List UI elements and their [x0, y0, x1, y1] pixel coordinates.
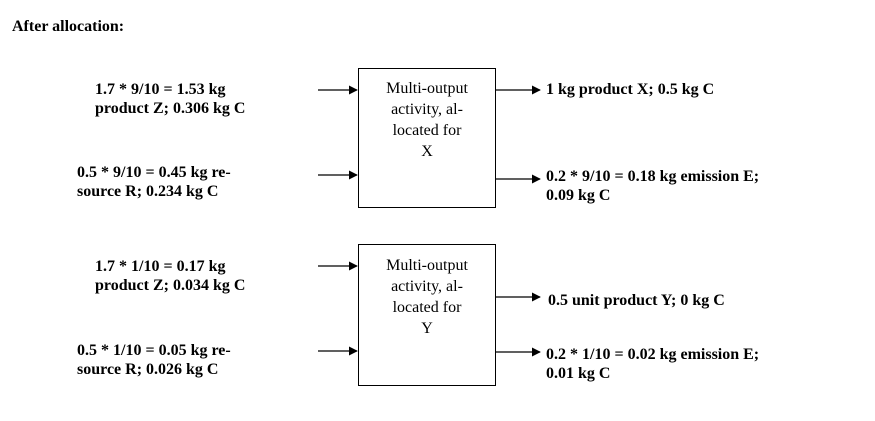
input-line: product Z; 0.306 kg C: [95, 100, 246, 117]
activity-box-y: Multi-output activity, al- located for Y: [358, 244, 496, 386]
output-emission-e-x: 0.2 * 9/10 = 0.18 kg emission E; 0.09 kg…: [546, 167, 759, 205]
output-product-x: 1 kg product X; 0.5 kg C: [546, 80, 714, 99]
input-line: 1.7 * 9/10 = 1.53 kg: [95, 81, 226, 98]
output-line: 0.2 * 9/10 = 0.18 kg emission E;: [546, 168, 760, 185]
input-product-z-y: 1.7 * 1/10 = 0.17 kg product Z; 0.034 kg…: [95, 257, 308, 295]
output-product-y: 0.5 unit product Y; 0 kg C: [548, 291, 725, 310]
input-resource-r-y: 0.5 * 1/10 = 0.05 kg re- source R; 0.026…: [77, 341, 307, 379]
output-line: 0.01 kg C: [546, 365, 611, 382]
box-line: activity, al-: [391, 101, 463, 118]
box-line: Multi-output: [386, 80, 468, 97]
input-line: source R; 0.234 kg C: [77, 183, 219, 200]
input-line: 0.5 * 9/10 = 0.45 kg re-: [77, 164, 231, 181]
input-product-z-x: 1.7 * 9/10 = 1.53 kg product Z; 0.306 kg…: [95, 80, 308, 118]
input-line: product Z; 0.034 kg C: [95, 277, 246, 294]
diagram-heading: After allocation:: [12, 18, 125, 35]
input-line: source R; 0.026 kg C: [77, 361, 219, 378]
output-line: 0.5 unit product Y; 0 kg C: [548, 292, 725, 309]
output-emission-e-y: 0.2 * 1/10 = 0.02 kg emission E; 0.01 kg…: [546, 345, 759, 383]
box-line: X: [421, 143, 433, 160]
input-line: 1.7 * 1/10 = 0.17 kg: [95, 258, 226, 275]
output-line: 0.09 kg C: [546, 187, 611, 204]
output-line: 1 kg product X; 0.5 kg C: [546, 81, 715, 98]
box-line: located for: [392, 122, 462, 139]
box-line: Y: [421, 320, 433, 337]
box-line: Multi-output: [386, 257, 468, 274]
box-line: activity, al-: [391, 278, 463, 295]
activity-box-x: Multi-output activity, al- located for X: [358, 68, 496, 208]
input-line: 0.5 * 1/10 = 0.05 kg re-: [77, 342, 231, 359]
output-line: 0.2 * 1/10 = 0.02 kg emission E;: [546, 346, 760, 363]
box-line: located for: [392, 299, 462, 316]
input-resource-r-x: 0.5 * 9/10 = 0.45 kg re- source R; 0.234…: [77, 163, 307, 201]
